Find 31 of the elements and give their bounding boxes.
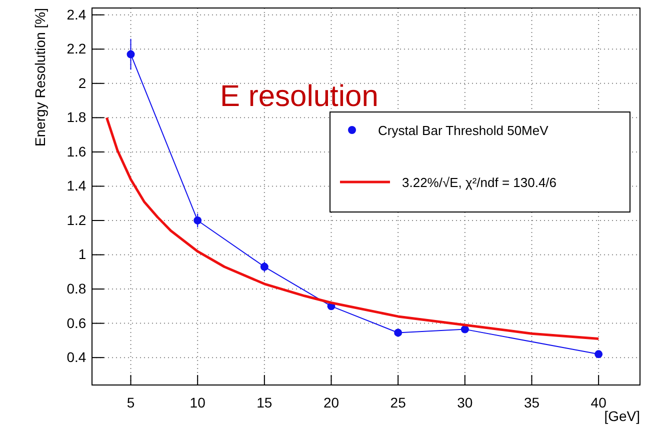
x-tick-label: 30: [457, 394, 473, 411]
y-tick-label: 1: [78, 246, 86, 262]
x-tick-label: 15: [256, 394, 272, 411]
y-tick-label: 1.6: [66, 143, 86, 160]
x-axis-title: [GeV]: [604, 408, 640, 424]
y-tick-label: 0.6: [66, 314, 86, 331]
legend-label: Crystal Bar Threshold 50MeV: [378, 123, 549, 138]
line-series: [105, 116, 600, 340]
point: [194, 216, 202, 224]
y-tick-label: 0.4: [66, 349, 86, 366]
x-tick-label: 25: [390, 394, 406, 411]
point: [394, 328, 402, 337]
x-tick-label: 35: [524, 394, 540, 411]
y-tick-label: 2.2: [66, 40, 86, 57]
y-tick-label: 2: [78, 74, 86, 91]
y-tick-label: 1.4: [66, 178, 86, 194]
point: [594, 350, 603, 358]
y-tick-label: 1.2: [66, 212, 86, 228]
x-tick-label: 10: [190, 394, 206, 411]
point: [126, 50, 135, 58]
point: [260, 262, 268, 271]
annotation: E resolution: [220, 80, 378, 113]
legend-label: 3.22%/√E, χ²/ndf = 130.4/6: [402, 175, 557, 190]
x-tick-label: 20: [323, 394, 340, 411]
x-tick-label: 40: [590, 394, 607, 411]
point: [460, 325, 469, 334]
y-tick-label: 1.8: [66, 109, 86, 126]
x-tick-label: 5: [126, 394, 135, 411]
y-tick-label: 0.8: [66, 280, 86, 297]
y-tick-label: 2.4: [66, 6, 86, 22]
y-axis-title: Energy Resolution [%]: [32, 8, 48, 147]
